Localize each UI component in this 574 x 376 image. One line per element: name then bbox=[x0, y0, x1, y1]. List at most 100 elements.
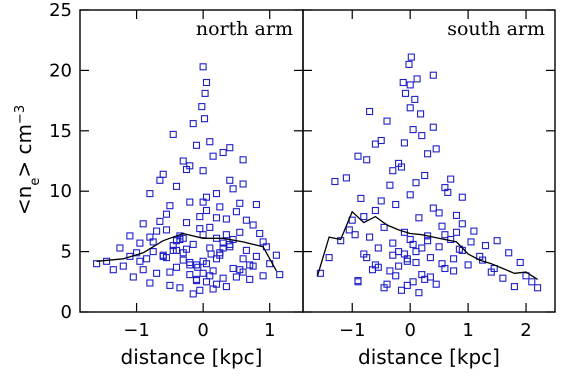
data-point bbox=[499, 274, 507, 282]
data-point bbox=[435, 209, 443, 217]
data-point bbox=[421, 171, 429, 180]
data-point bbox=[199, 269, 207, 277]
data-point bbox=[212, 214, 221, 222]
data-point bbox=[252, 200, 260, 209]
data-point bbox=[222, 231, 230, 239]
x-axis-title: distance [kpc] bbox=[121, 345, 263, 369]
data-point bbox=[409, 126, 417, 134]
data-point bbox=[186, 162, 194, 170]
panel-title: north arm bbox=[196, 18, 293, 40]
data-point bbox=[354, 152, 362, 160]
data-point bbox=[435, 243, 443, 251]
data-point bbox=[272, 251, 280, 259]
data-point bbox=[380, 284, 388, 292]
data-point bbox=[219, 148, 227, 157]
data-point bbox=[219, 244, 227, 252]
data-point bbox=[389, 251, 397, 259]
data-point bbox=[166, 202, 174, 210]
data-point bbox=[209, 152, 217, 160]
data-point bbox=[206, 272, 214, 280]
data-point bbox=[534, 284, 542, 292]
data-point bbox=[415, 289, 423, 297]
data-point bbox=[447, 175, 455, 183]
data-point bbox=[209, 285, 217, 293]
data-point bbox=[458, 220, 466, 228]
data-point bbox=[182, 245, 191, 253]
data-point bbox=[401, 89, 410, 97]
data-point bbox=[432, 280, 440, 288]
x-tick-label: 1 bbox=[264, 320, 275, 341]
data-point bbox=[119, 262, 127, 270]
y-tick-label: 20 bbox=[49, 60, 72, 81]
data-point bbox=[438, 260, 446, 268]
data-point bbox=[182, 219, 191, 227]
data-point bbox=[337, 237, 345, 245]
data-point bbox=[331, 177, 339, 186]
data-point bbox=[412, 258, 420, 267]
data-point bbox=[259, 272, 267, 280]
data-point bbox=[189, 290, 197, 298]
data-point bbox=[429, 204, 437, 212]
data-point bbox=[441, 231, 449, 239]
data-point bbox=[438, 222, 446, 230]
data-point bbox=[186, 261, 194, 269]
data-point bbox=[146, 279, 154, 287]
data-point bbox=[236, 199, 244, 207]
y-tick-label: 5 bbox=[61, 242, 72, 263]
data-point bbox=[415, 214, 423, 222]
data-point bbox=[432, 145, 440, 153]
data-point bbox=[510, 283, 518, 291]
data-point bbox=[166, 268, 174, 276]
y-tick-label: 25 bbox=[49, 0, 72, 21]
data-point bbox=[156, 217, 164, 225]
data-point bbox=[202, 206, 211, 215]
data-point bbox=[196, 225, 204, 233]
data-point bbox=[179, 256, 187, 264]
data-point bbox=[189, 240, 197, 248]
data-point bbox=[126, 232, 134, 240]
data-point bbox=[360, 213, 368, 221]
data-point bbox=[351, 231, 359, 239]
data-point bbox=[199, 231, 207, 239]
data-point bbox=[216, 203, 224, 211]
data-point bbox=[239, 268, 247, 276]
data-point bbox=[371, 140, 379, 148]
data-point bbox=[374, 244, 382, 252]
x-tick-label: 0 bbox=[197, 320, 208, 341]
data-point bbox=[411, 95, 419, 103]
data-point bbox=[172, 182, 181, 190]
data-point bbox=[192, 261, 201, 269]
data-point bbox=[202, 78, 211, 87]
data-point bbox=[194, 263, 202, 271]
data-point bbox=[212, 255, 221, 263]
data-point bbox=[357, 194, 365, 202]
data-point bbox=[470, 227, 478, 235]
data-point bbox=[201, 89, 209, 97]
data-point bbox=[386, 181, 394, 189]
data-point bbox=[239, 180, 247, 188]
data-point bbox=[198, 103, 206, 111]
data-point bbox=[172, 263, 181, 271]
data-point bbox=[424, 237, 432, 245]
x-tick-label: −1 bbox=[123, 320, 150, 341]
data-point bbox=[426, 273, 434, 281]
data-point bbox=[418, 244, 426, 252]
data-point bbox=[226, 243, 234, 251]
data-point bbox=[222, 283, 230, 291]
y-tick-label: 0 bbox=[61, 302, 72, 323]
data-point bbox=[392, 272, 400, 280]
data-point bbox=[505, 249, 513, 257]
data-point bbox=[249, 221, 257, 229]
data-point bbox=[450, 267, 458, 275]
data-point bbox=[242, 216, 250, 224]
data-point bbox=[139, 266, 147, 274]
data-point bbox=[143, 255, 151, 263]
data-point bbox=[199, 63, 207, 71]
data-point bbox=[400, 139, 408, 147]
data-point bbox=[232, 208, 240, 216]
data-point bbox=[229, 185, 237, 193]
data-point bbox=[226, 176, 234, 184]
data-point bbox=[196, 213, 204, 221]
